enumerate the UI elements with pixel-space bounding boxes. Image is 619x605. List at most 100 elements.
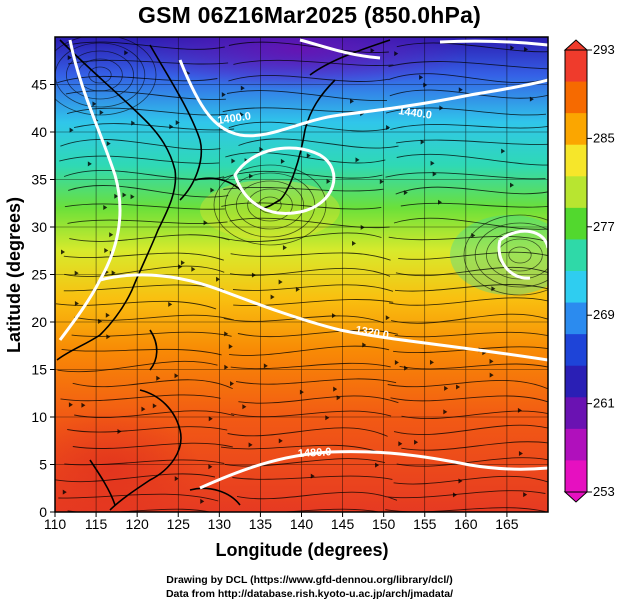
y-axis-ticks: 0 5 10 15 20 25 30 35 40 45 [31, 77, 55, 520]
x-tick-label: 165 [495, 516, 519, 532]
colorbar-segment [565, 334, 587, 367]
y-tick-label: 5 [39, 457, 47, 473]
y-axis-label: Latitude (degrees) [4, 197, 24, 353]
x-tick-label: 150 [372, 516, 396, 532]
streamline-arrow [523, 492, 528, 498]
streamline-arrow [394, 51, 399, 57]
streamline-arrow [403, 190, 408, 196]
streamline-arrow [510, 182, 515, 188]
streamline [64, 265, 548, 277]
x-tick-label: 160 [454, 516, 478, 532]
streamline-arrow [117, 429, 122, 435]
colorbar-segment [565, 207, 587, 240]
streamline-arrow [191, 266, 196, 272]
streamline-arrow [61, 249, 66, 255]
streamline-arrow [299, 389, 304, 395]
streamline [67, 217, 548, 230]
streamline-arrow [168, 301, 173, 307]
y-tick-label: 20 [31, 314, 47, 330]
streamline [63, 251, 548, 261]
streamline [60, 394, 548, 404]
streamline-arrow [414, 439, 419, 445]
streamline-swirl [213, 164, 327, 246]
y-tick-label: 45 [31, 77, 47, 93]
streamline-arrow [68, 402, 73, 408]
x-tick-label: 115 [85, 516, 108, 532]
streamline-arrow [517, 407, 522, 413]
streamline-arrow [325, 415, 330, 421]
colorbar-segment [565, 271, 587, 304]
streamline-arrow [210, 187, 215, 193]
streamline [58, 490, 546, 502]
colorbar: 293 285 277 269 261 253 [563, 39, 615, 503]
streamline-arrow [306, 153, 311, 159]
streamline [59, 152, 548, 166]
colorbar-label: 261 [593, 396, 615, 411]
x-tick-label: 110 [44, 516, 67, 532]
streamline-arrow [452, 492, 457, 498]
streamline-arrow [122, 192, 127, 198]
streamline-arrow [420, 139, 425, 145]
streamline-swirl [474, 222, 548, 288]
y-tick-label: 40 [31, 124, 47, 140]
streamline-arrow [278, 279, 283, 285]
streamline-arrow [510, 45, 515, 51]
streamline-arrow [111, 270, 116, 276]
colorbar-segment [565, 365, 587, 398]
streamline-arrow [355, 157, 360, 163]
streamline-arrow [489, 372, 494, 378]
contour-label-1440: 1440.0 [398, 105, 433, 122]
streamline-arrow [419, 74, 424, 80]
streamline-arrow [432, 171, 437, 177]
streamline-arrow [208, 464, 213, 470]
streamline-arrow [109, 232, 114, 238]
x-axis-label: Longitude (degrees) [215, 540, 388, 560]
x-tick-label: 155 [413, 516, 437, 532]
streamline-arrow [437, 199, 442, 205]
streamline-swirl [88, 66, 112, 84]
streamline-swirl [224, 172, 316, 238]
streamline-arrow [231, 158, 236, 164]
streamline-arrow [200, 498, 205, 504]
streamline-arrow [98, 318, 103, 324]
streamline-swirl [247, 188, 293, 222]
streamline-arrow [208, 416, 213, 422]
streamline-arrow [350, 98, 355, 104]
x-tick-label: 145 [331, 516, 355, 532]
streamline-arrow [379, 179, 384, 185]
streamline-arrow [386, 124, 391, 130]
streamline-arrow [458, 87, 463, 93]
streamline-swirl [66, 50, 134, 100]
streamline-arrow [103, 204, 108, 210]
y-tick-label: 0 [39, 504, 47, 520]
streamline-arrow [456, 384, 461, 390]
colorbar-segment [565, 428, 587, 461]
streamline-swirl [463, 214, 548, 296]
colorbar-segment [565, 239, 587, 272]
streamline [57, 360, 548, 373]
x-tick-label: 135 [249, 516, 273, 532]
streamline-arrow [124, 50, 129, 56]
map-title: GSM 06Z16Mar2025 (850.0hPa) [138, 2, 481, 28]
streamline-arrow [141, 406, 146, 412]
streamline-arrow [489, 358, 494, 364]
streamline-arrow [130, 194, 135, 200]
x-tick-label: 120 [125, 516, 149, 532]
streamline [72, 441, 548, 454]
streamline-swirl [497, 238, 543, 272]
streamline [73, 121, 548, 132]
colorbar-segment [565, 50, 587, 83]
streamline-arrow [336, 395, 341, 401]
height-contours [58, 38, 548, 490]
streamline-arrow [62, 489, 67, 495]
streamline-arrow [443, 409, 448, 415]
streamline-arrow [169, 124, 174, 130]
streamline-arrow [228, 343, 233, 349]
streamline-arrow [385, 315, 390, 321]
streamline-arrow [280, 158, 285, 164]
streamline-arrow [69, 127, 74, 133]
contour-label-1320: 1320.0 [354, 324, 389, 342]
streamline-arrow [221, 92, 226, 98]
contour-label-1400: 1400.0 [217, 110, 252, 127]
streamline-arrow [370, 48, 375, 54]
